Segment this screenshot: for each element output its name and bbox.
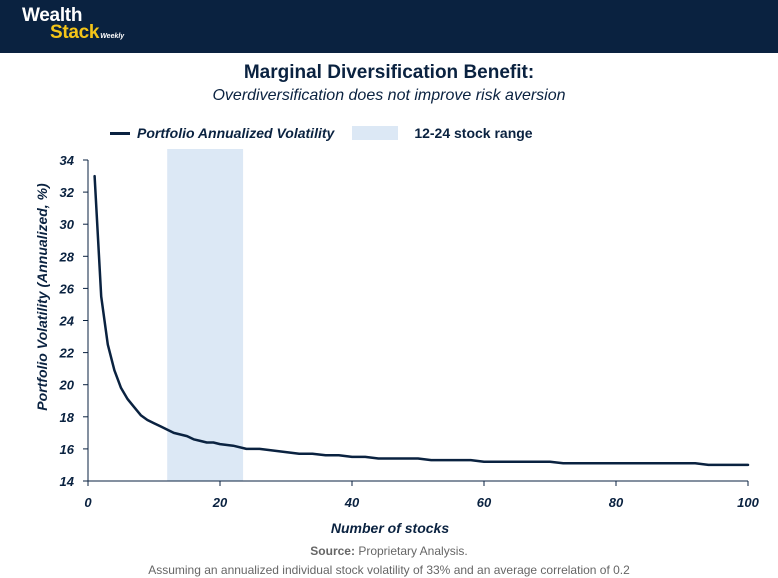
x-tick-label-40: 40 xyxy=(344,495,360,510)
x-tick-label-0: 0 xyxy=(84,495,92,510)
x-axis-ticks: 0 20 40 60 80 100 xyxy=(84,481,760,510)
y-tick-label-20: 20 xyxy=(59,378,75,393)
chart-subtitle: Overdiversification does not improve ris… xyxy=(212,87,566,104)
legend-band-swatch xyxy=(352,126,399,140)
assumption-note: Assuming an annualized individual stock … xyxy=(148,563,630,577)
y-tick-label-28: 28 xyxy=(59,249,75,264)
x-tick-label-80: 80 xyxy=(609,495,624,510)
x-axis-title: Number of stocks xyxy=(331,520,449,536)
y-tick-label-34: 34 xyxy=(60,153,75,168)
y-axis-ticks: 14 16 18 20 22 24 26 28 30 32 34 xyxy=(59,153,88,489)
source-text: Proprietary Analysis. xyxy=(358,544,468,558)
volatility-line xyxy=(93,174,750,467)
chart-legend: Portfolio Annualized Volatility 12-24 st… xyxy=(110,124,533,142)
source-label: Source: xyxy=(310,544,355,558)
y-tick-label-32: 32 xyxy=(60,185,75,200)
x-tick-label-60: 60 xyxy=(477,495,492,510)
brand-logo[interactable]: Wealth StackWeekly xyxy=(22,6,124,42)
y-axis-title: Portfolio Volatility (Annualized, %) xyxy=(34,183,50,411)
source-line: Source: Proprietary Analysis. xyxy=(0,544,778,558)
y-tick-label-22: 22 xyxy=(59,346,75,361)
stock-range-band xyxy=(167,149,244,481)
header-bar: Wealth StackWeekly xyxy=(0,0,778,53)
legend-series-label: Portfolio Annualized Volatility xyxy=(137,125,335,141)
y-tick-label-24: 24 xyxy=(59,314,75,329)
brand-tagline: Weekly xyxy=(100,33,125,40)
x-tick-label-100: 100 xyxy=(737,495,759,510)
y-tick-label-14: 14 xyxy=(60,474,75,489)
chart-title: Marginal Diversification Benefit: xyxy=(243,62,535,83)
y-tick-label-30: 30 xyxy=(60,217,75,232)
brand-name-wealth: Wealth xyxy=(22,5,83,26)
y-tick-label-18: 18 xyxy=(60,410,75,425)
legend-band-label: 12-24 stock range xyxy=(414,125,533,141)
y-tick-label-26: 26 xyxy=(59,281,75,296)
brand-name-stack: Stack xyxy=(50,22,100,43)
x-tick-label-20: 20 xyxy=(212,495,228,510)
legend-line-marker xyxy=(110,131,130,135)
y-tick-label-16: 16 xyxy=(60,442,75,457)
